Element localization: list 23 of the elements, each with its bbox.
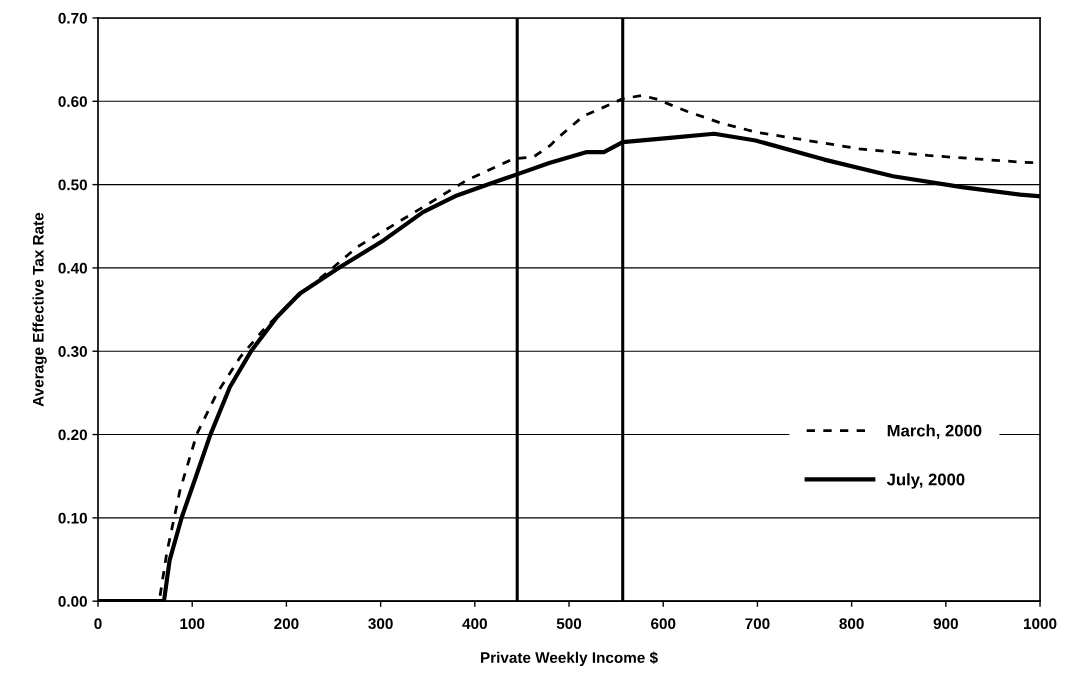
y-tick-label: 0.20 [58,429,87,441]
y-axis-title: Average Effective Tax Rate [32,212,47,407]
x-tick-label: 0 [94,618,102,630]
x-tick-label: 700 [745,618,770,630]
x-tick-label: 1000 [1024,618,1057,630]
legend-label: March, 2000 [887,424,982,439]
x-axis-title: Private Weekly Income $ [481,651,658,667]
y-tick-label: 0.40 [58,262,87,274]
x-tick-label: 300 [368,618,393,630]
x-tick-label: 400 [462,618,487,630]
x-tick-label: 200 [274,618,299,630]
y-tick-label: 0.30 [58,346,87,357]
y-tick-label: 0.60 [58,96,87,107]
y-tick-label: 0.00 [58,596,87,607]
x-tick-label: 900 [933,618,958,630]
x-tick-label: 800 [839,618,864,630]
y-tick-label: 0.70 [58,12,87,24]
legend-label: July, 2000 [886,473,965,489]
y-tick-label: 0.50 [58,179,87,191]
x-tick-label: 600 [651,618,676,630]
x-tick-label: 100 [180,618,205,630]
y-tick-label: 0.10 [58,512,87,524]
x-tick-label: 500 [556,618,582,630]
